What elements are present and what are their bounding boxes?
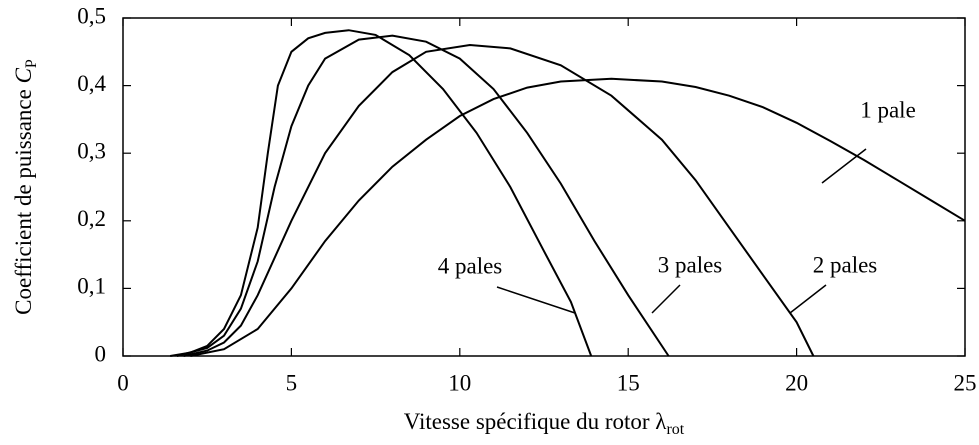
y-label-sub: P (23, 59, 40, 68)
y-label-symbol: C (11, 67, 36, 83)
series-line (183, 43, 815, 357)
y-tick-label: 0,4 (77, 71, 106, 96)
leader-line (789, 284, 827, 314)
x-tick-label: 5 (286, 370, 298, 395)
y-tick-label: 0,5 (77, 3, 106, 28)
x-tick-label: 10 (448, 370, 471, 395)
leader-line (651, 284, 681, 314)
series-label: 4 pales (438, 253, 503, 278)
series-line (176, 34, 670, 357)
y-tick-label: 0,1 (77, 274, 106, 299)
x-label-text: Vitesse spécifique du rotor λ (404, 409, 668, 434)
series-label: 1 pale (860, 97, 916, 122)
series-line (170, 29, 593, 357)
series-label: 2 pales (813, 252, 878, 277)
x-axis-label: Vitesse spécifique du rotor λrot (404, 409, 685, 437)
series-line (190, 77, 966, 357)
y-axis-label: Coefficient de puissance CP (11, 59, 39, 315)
leader-line (496, 286, 576, 314)
x-tick-label: 15 (617, 370, 640, 395)
leader-line (821, 148, 867, 184)
series-label: 3 pales (658, 252, 723, 277)
x-tick-label: 25 (954, 370, 977, 395)
plot-frame (122, 17, 966, 357)
y-tick-label: 0 (95, 341, 107, 366)
x-tick-label: 0 (117, 370, 129, 395)
x-label-sub: rot (666, 421, 684, 438)
x-tick-label: 20 (785, 370, 808, 395)
y-label-text: Coefficient de puissance (11, 89, 36, 315)
y-tick-label: 0,2 (77, 206, 106, 231)
y-tick-label: 0,3 (77, 138, 106, 163)
